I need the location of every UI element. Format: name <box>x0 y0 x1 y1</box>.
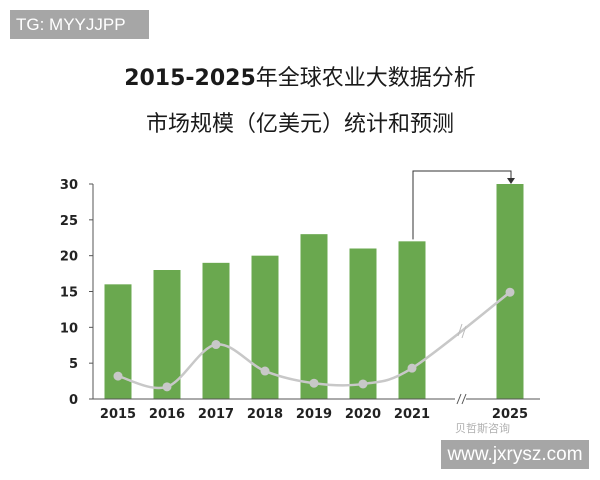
source-label: 贝哲斯咨询 <box>455 422 510 435</box>
arrow-path <box>412 170 512 240</box>
x-tick-label: 2017 <box>198 407 234 422</box>
x-tick-label: 2020 <box>345 407 381 422</box>
x-tick-label: 2019 <box>296 407 332 422</box>
x-tick-label: 2015 <box>100 407 136 422</box>
x-tick-label: 2021 <box>394 407 430 422</box>
trend-point-2015 <box>113 371 123 381</box>
chart-title-line2: 市场规模（亿美元）统计和预测 <box>145 112 454 137</box>
title-years: 2015-2025 <box>124 66 256 91</box>
x-tick-label: 2018 <box>247 407 283 422</box>
bars <box>104 184 524 399</box>
line-break-icon <box>461 325 467 339</box>
axis-break-icon <box>461 393 467 405</box>
x-axis: 2015 2016 2017 2018 2019 2020 2021 2025 <box>93 393 540 422</box>
bar-2016 <box>153 270 181 399</box>
trend-point-2018 <box>260 366 270 376</box>
trend-line <box>113 287 515 392</box>
trend-point-2016 <box>162 382 172 392</box>
bar-2018 <box>251 255 279 399</box>
watermark-top: TG: MYYJJPP <box>10 10 149 39</box>
chart-title-line1: 2015-2025年全球农业大数据分析 <box>0 60 600 92</box>
y-axis: 0 5 10 15 20 25 30 <box>60 178 94 408</box>
line-break-icon <box>457 323 463 337</box>
x-tick-label: 2025 <box>492 407 528 422</box>
trend-point-2020 <box>358 379 368 389</box>
y-tick-label: 25 <box>60 214 78 229</box>
trend-point-2019 <box>309 378 319 388</box>
y-tick-label: 5 <box>69 357 78 372</box>
axis-break-icon <box>456 393 462 405</box>
y-tick-label: 20 <box>60 250 78 265</box>
trend-point-2021 <box>407 363 417 373</box>
arrow-head-icon <box>507 178 515 184</box>
bar-2020 <box>349 248 377 399</box>
y-tick-label: 0 <box>69 393 78 408</box>
trend-point-2025 <box>505 287 515 297</box>
bar-2015 <box>104 284 132 399</box>
x-tick-label: 2016 <box>149 407 185 422</box>
watermark-bottom: www.jxrysz.com <box>441 440 589 469</box>
bar-2019 <box>300 234 328 399</box>
bar-2021 <box>398 241 426 399</box>
y-tick-label: 15 <box>60 286 78 301</box>
forecast-arrow <box>412 170 515 240</box>
title-rest: 年全球农业大数据分析 <box>255 66 476 91</box>
y-tick-label: 10 <box>60 321 78 336</box>
bar-2017 <box>202 262 230 399</box>
y-tick-label: 30 <box>60 178 78 193</box>
trend-point-2017 <box>211 340 221 350</box>
